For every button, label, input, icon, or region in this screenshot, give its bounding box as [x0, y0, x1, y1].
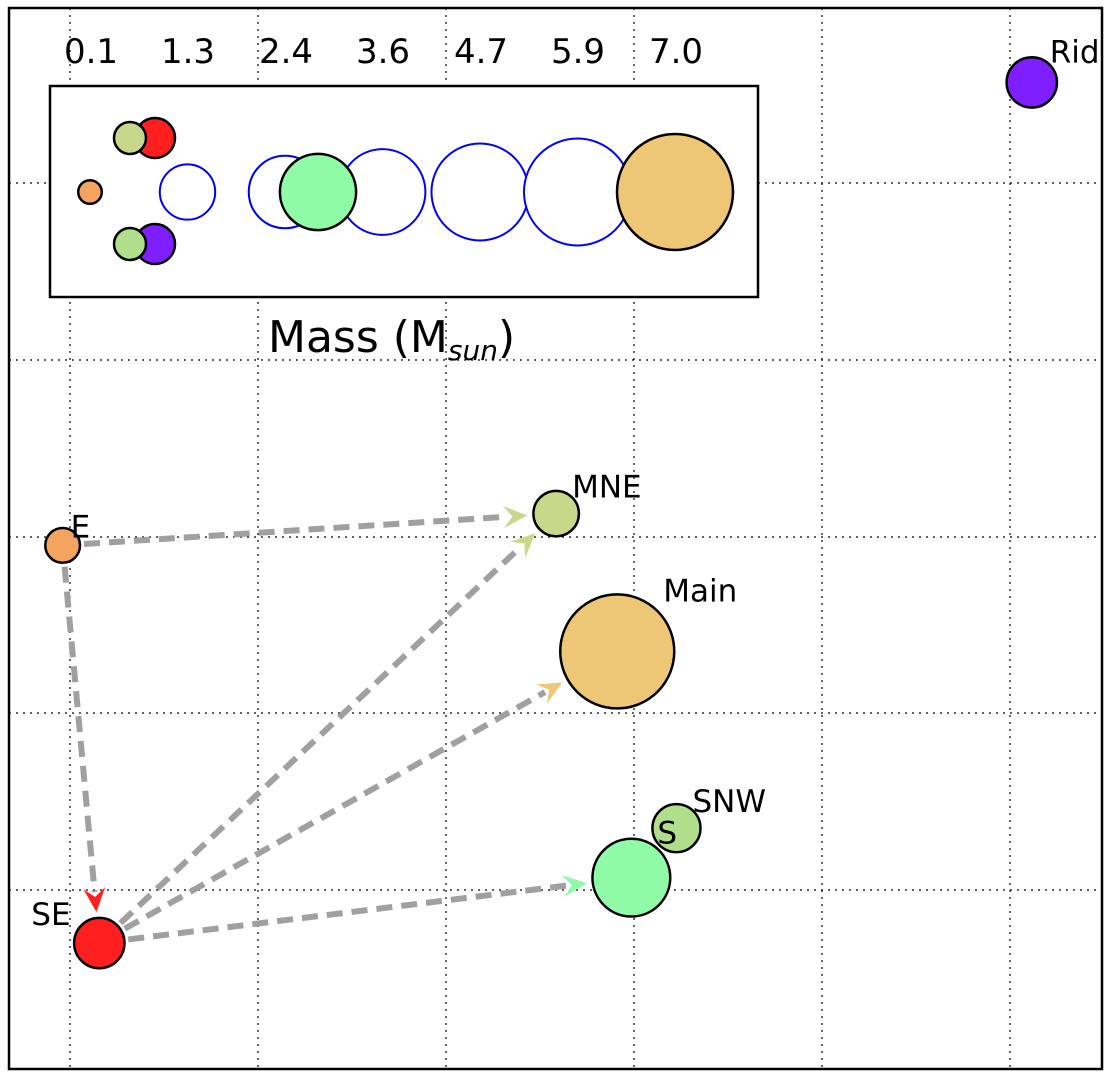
arrow-head: [561, 875, 587, 897]
arrow-head: [536, 682, 563, 704]
arrow-se-to-s: [127, 875, 587, 943]
arrow-se-to-mne: [118, 533, 536, 926]
inset-tick-label: 4.7: [454, 32, 508, 72]
inset-tick-label: 0.1: [64, 32, 118, 72]
inset-tick-label: 2.4: [259, 32, 313, 72]
inset-scale-circle: [158, 163, 217, 221]
inset-mass-circle: [278, 152, 358, 232]
node-se: [72, 916, 126, 970]
inset-axis-title-main: Mass (M: [268, 312, 448, 363]
inset-scale-circle: [430, 142, 530, 242]
node-label-mne: MNE: [572, 470, 642, 506]
arrow-shaft: [118, 544, 523, 926]
inset-tick-label: 7.0: [649, 32, 703, 72]
node-snw: [651, 802, 702, 854]
node-label-main: Main: [663, 573, 737, 609]
node-s: [591, 837, 672, 918]
inset-tick-labels: 0.1 1.3 2.4 3.6 4.7 5.9 7.0: [64, 32, 703, 72]
node-label-ridge: Ridge: [1050, 34, 1110, 70]
node-e: [44, 526, 82, 565]
inset-tick-label: 3.6: [356, 32, 410, 72]
mass-scale-inset: 0.1 1.3 2.4 3.6 4.7 5.9 7.0 Mass (Msun): [48, 32, 760, 367]
inset-scale-circle: [523, 137, 632, 247]
node-ridge: [1005, 55, 1059, 109]
arrow-e-to-se: [61, 566, 106, 912]
node-layer: Ridge MNE E Main SNW S SE: [31, 34, 1110, 970]
inset-tick-label: 5.9: [551, 32, 605, 72]
inset-tick-label: 1.3: [161, 32, 215, 72]
arrow-shaft: [83, 513, 508, 548]
inset-mass-circle: [76, 178, 104, 206]
arrow-head: [502, 506, 528, 528]
inset-mass-circle: [615, 132, 735, 252]
arrow-shaft: [61, 566, 98, 893]
node-mne: [532, 489, 581, 538]
inset-mass-circle: [112, 226, 148, 262]
arrow-se-to-main: [123, 682, 563, 932]
node-label-se: SE: [31, 897, 70, 933]
inset-axis-title: Mass (Msun): [268, 312, 515, 367]
arrow-e-to-mne: [83, 506, 528, 548]
node-label-s: S: [657, 816, 677, 852]
node-label-e: E: [71, 509, 91, 545]
inset-axis-title-close: ): [498, 312, 515, 363]
node-label-snw: SNW: [692, 784, 766, 820]
inset-mass-circle: [112, 120, 148, 156]
plot-frame: [7, 6, 1104, 1071]
arrow-head: [510, 533, 536, 558]
arrow-head: [83, 887, 106, 912]
inset-axis-title-sub: sun: [448, 334, 498, 367]
inset-circles: [76, 116, 735, 266]
node-main: [558, 593, 676, 710]
arrow-shaft: [123, 689, 547, 932]
arrow-layer: [61, 506, 587, 943]
